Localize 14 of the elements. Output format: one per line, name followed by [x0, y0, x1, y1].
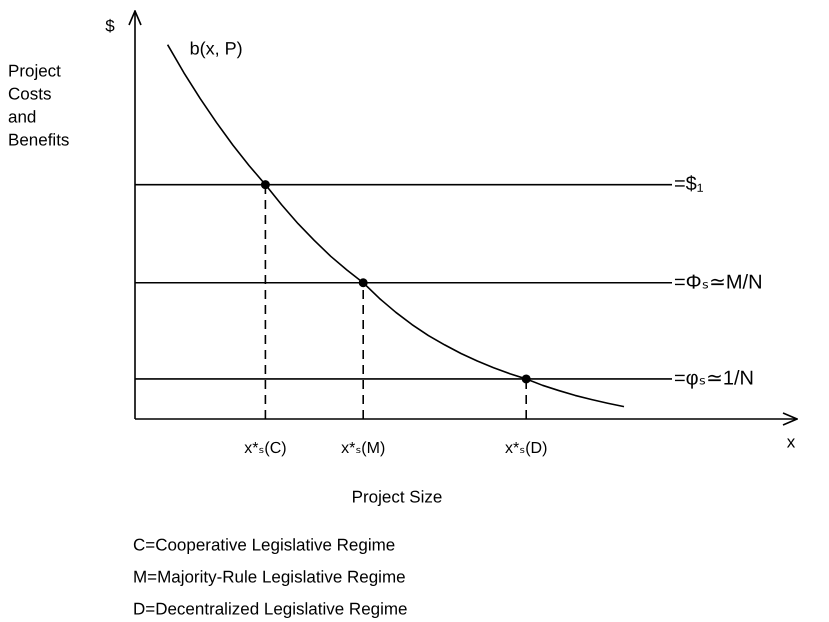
x-tick-label: x*ₛ(C) [244, 440, 287, 458]
text: x [786, 432, 796, 452]
y-axis-title: Project Costs and Benefits [8, 62, 70, 150]
x-tick-label: x*ₛ(M) [341, 440, 386, 458]
ref-line-label: =$₁ [674, 173, 704, 196]
text: C=Cooperative Legislative Regime [133, 536, 396, 555]
series-label: b(x, P) [190, 38, 243, 59]
ref-line-label: =φₛ≃1/N [674, 367, 754, 390]
text: M=Majority-Rule Legislative Regime [133, 568, 406, 587]
x-axis-title: Project Size [352, 488, 442, 507]
text: $ [105, 16, 116, 36]
text: D=Decentralized Legislative Regime [133, 600, 408, 619]
x-tick-label: x*ₛ(D) [504, 440, 548, 458]
ref-line-label: =Φₛ≃M/N [674, 271, 763, 294]
